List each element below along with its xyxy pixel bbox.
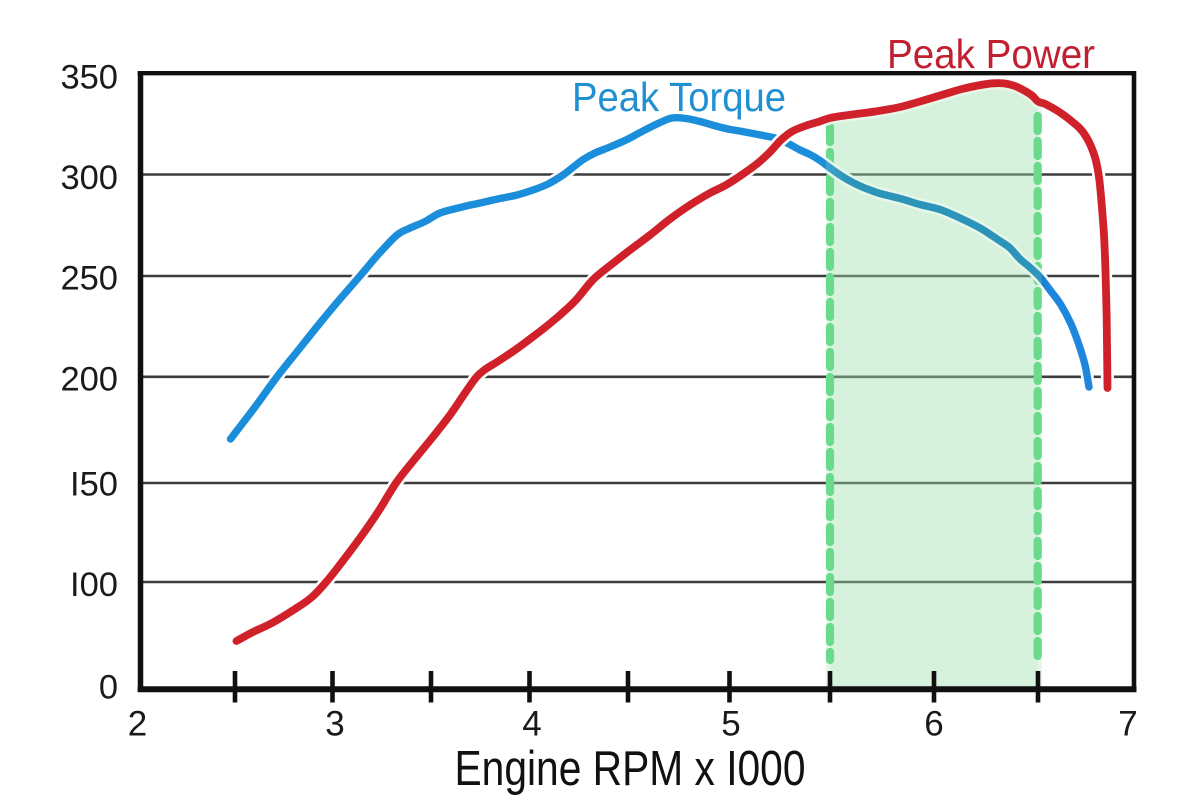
svg-text:7: 7 xyxy=(1118,704,1137,743)
svg-text:6: 6 xyxy=(924,704,943,743)
svg-text:4: 4 xyxy=(522,704,541,743)
svg-text:Engine RPM x I000: Engine RPM x I000 xyxy=(455,742,806,796)
svg-text:350: 350 xyxy=(60,58,118,96)
svg-text:3: 3 xyxy=(325,704,344,743)
svg-text:0: 0 xyxy=(99,668,118,706)
svg-text:Peak Torque: Peak Torque xyxy=(572,74,786,120)
svg-text:300: 300 xyxy=(60,159,118,197)
svg-text:I00: I00 xyxy=(70,566,118,604)
svg-text:5: 5 xyxy=(721,704,740,743)
svg-text:250: 250 xyxy=(60,259,118,297)
svg-text:200: 200 xyxy=(60,360,118,398)
svg-text:I50: I50 xyxy=(70,465,118,503)
svg-text:Peak Power: Peak Power xyxy=(887,31,1095,77)
svg-text:2: 2 xyxy=(128,704,147,743)
